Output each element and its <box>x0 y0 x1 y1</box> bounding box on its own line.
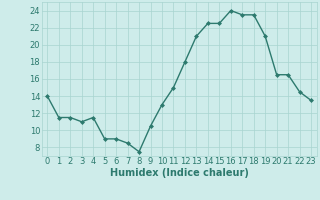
X-axis label: Humidex (Indice chaleur): Humidex (Indice chaleur) <box>110 168 249 178</box>
